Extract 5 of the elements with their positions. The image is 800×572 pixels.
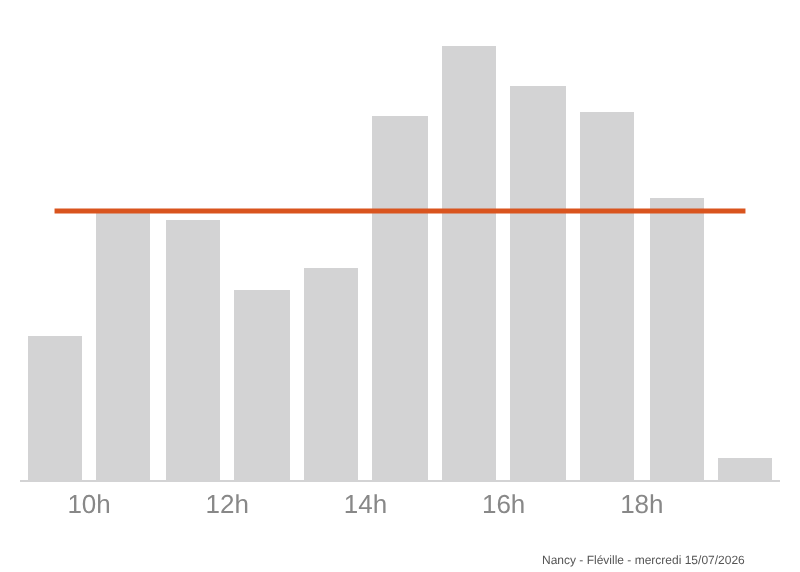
x-tick-label: 14h (343, 489, 388, 520)
x-tick-label: 18h (620, 489, 664, 520)
x-tick-label: 10h (67, 489, 111, 520)
x-tick-label: 12h (205, 489, 249, 520)
x-tick-label: 16h (481, 489, 526, 520)
